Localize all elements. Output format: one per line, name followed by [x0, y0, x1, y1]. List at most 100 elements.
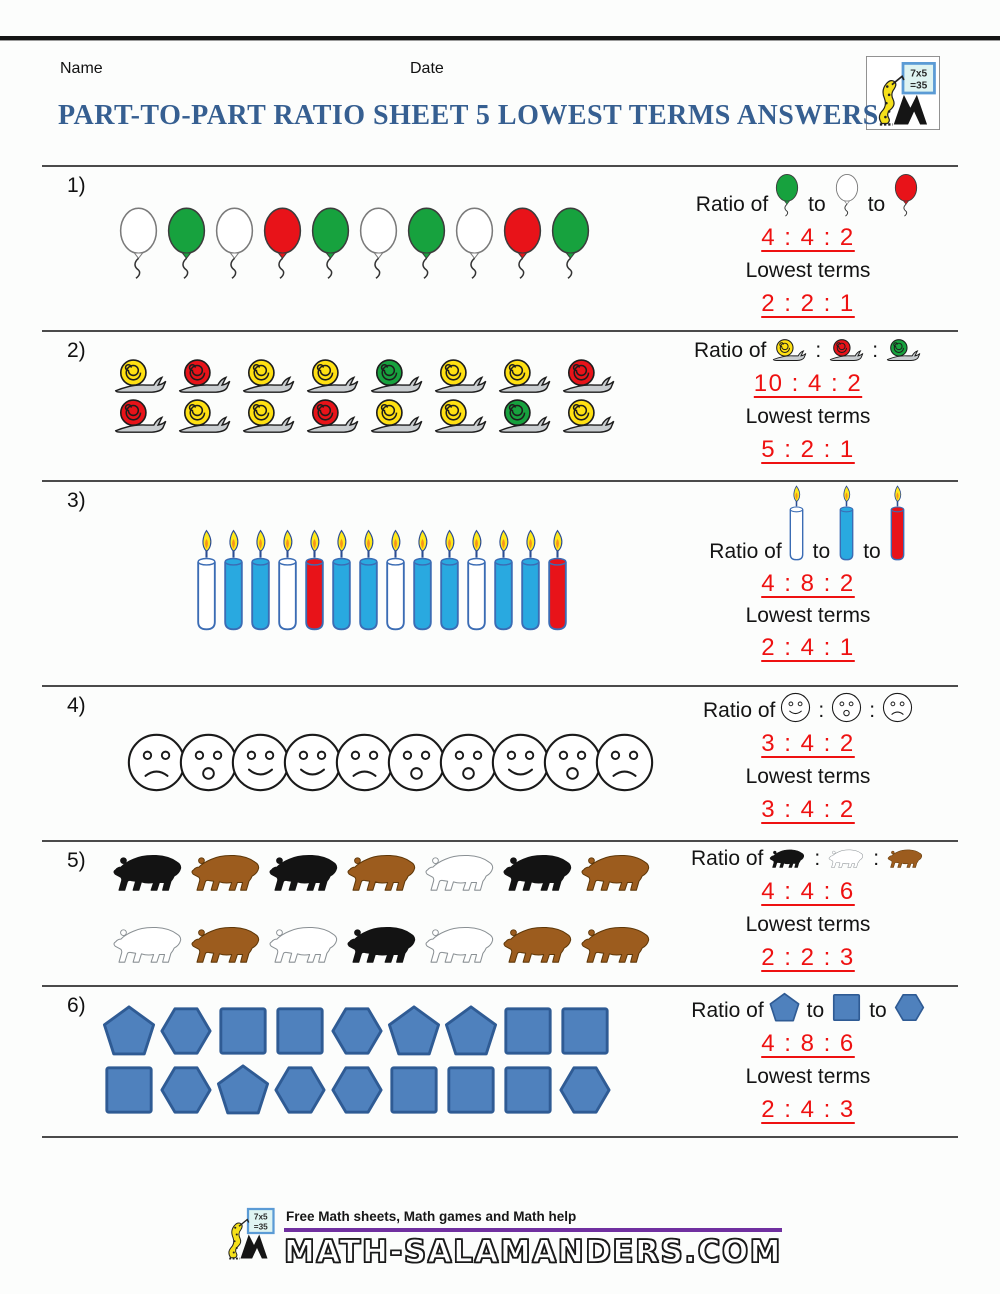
problem-item-rows [42, 332, 658, 436]
problem-items-zone: 1) [42, 167, 658, 330]
square-icon [105, 1066, 153, 1114]
problem-items-zone: 2) [42, 332, 658, 480]
problem-item-rows [42, 842, 658, 969]
candle-red-icon [890, 485, 905, 561]
ratio-separator: : [814, 847, 821, 870]
balloon-white-icon [119, 207, 158, 279]
lowest-terms-label: Lowest terms [745, 913, 871, 937]
item-row [126, 732, 658, 793]
hexagon-icon [894, 993, 924, 1022]
ratio-question-line: Ratio of : : [694, 337, 922, 363]
ratio-question-line: Ratio of to to [709, 485, 906, 564]
pentagon-icon [102, 1005, 156, 1056]
face-sad-icon [335, 733, 394, 792]
bear-brown-icon [191, 854, 260, 891]
candle-blue-icon [251, 529, 270, 631]
candle-blue-icon [839, 485, 854, 561]
face-sad-icon [595, 733, 654, 792]
ratio-answer: 3 : 4 : 2 [761, 730, 855, 757]
svg-text:7x5: 7x5 [910, 68, 927, 79]
snail-yellow-icon [114, 359, 167, 393]
problem-section: 1) Ratio of to [42, 165, 958, 330]
ratio-separator: : [815, 338, 822, 362]
snail-yellow-icon [434, 359, 487, 393]
name-label: Name [60, 60, 103, 77]
problem-section: 4) Ratio of : [42, 685, 958, 840]
date-label: Date [410, 60, 444, 77]
candle-white-icon [197, 529, 216, 631]
footer-logo: 7x5 =35 [218, 1203, 278, 1268]
item-row [110, 922, 658, 969]
ratio-of-label: Ratio of [702, 698, 776, 722]
ratio-of-label: Ratio of [709, 539, 782, 563]
bear-white-icon [425, 926, 494, 963]
candle-blue-icon [332, 529, 351, 631]
square-icon [219, 1007, 267, 1055]
snail-yellow-icon [434, 399, 487, 433]
face-sad-icon [882, 692, 913, 723]
ratio-separator: to [869, 998, 887, 1022]
balloon-green-icon [776, 173, 799, 217]
hexagon-icon [331, 1007, 383, 1055]
balloon-white-icon [455, 207, 494, 279]
face-surprised-icon [832, 692, 862, 723]
bear-black-icon [113, 854, 182, 891]
snail-green-icon [886, 339, 921, 361]
hexagon-icon [274, 1066, 326, 1114]
ratio-separator: : [869, 698, 876, 722]
ratio-answer: 10 : 4 : 2 [753, 370, 863, 397]
snail-yellow-icon [498, 359, 551, 393]
square-icon [504, 1066, 552, 1114]
problem-section: 5) Ratio of : : 4 : 4 : 6 Lowest terms 2… [42, 840, 958, 985]
hexagon-icon [331, 1066, 383, 1114]
candle-white-icon [386, 529, 405, 631]
snail-yellow-icon [242, 359, 295, 393]
lowest-terms-label: Lowest terms [745, 765, 871, 788]
problem-items-zone: 4) [42, 687, 658, 840]
ratio-question-line: Ratio of to to [696, 172, 920, 217]
lowest-terms-answer: 5 : 2 : 1 [761, 436, 855, 463]
ratio-question-line: Ratio of : : [691, 847, 925, 871]
bear-white-icon [113, 926, 182, 963]
candle-blue-icon [521, 529, 540, 631]
snail-red-icon [178, 359, 231, 393]
snail-yellow-icon [562, 399, 615, 433]
item-row [102, 1004, 658, 1058]
ratio-separator: to [867, 192, 886, 216]
bear-white-icon [425, 854, 494, 891]
snail-red-icon [114, 399, 167, 433]
footer: 7x5 =35 Free Math sheets, Math games and… [0, 1203, 1000, 1271]
candle-red-icon [305, 529, 324, 631]
balloon-green-icon [407, 207, 446, 279]
balloon-red-icon [895, 173, 918, 217]
candle-blue-icon [224, 529, 243, 631]
ratio-of-label: Ratio of [691, 998, 764, 1022]
pentagon-icon [387, 1005, 441, 1056]
candle-blue-icon [359, 529, 378, 631]
ratio-question-line: Ratio of : : [703, 692, 913, 723]
snail-yellow-icon [370, 399, 423, 433]
ratio-separator: : [873, 847, 880, 870]
lowest-terms-label: Lowest terms [745, 604, 871, 627]
ratio-of-label: Ratio of [693, 338, 767, 362]
hexagon-icon [160, 1007, 212, 1055]
square-icon [447, 1066, 495, 1114]
ratio-answer: 4 : 4 : 6 [761, 878, 855, 906]
lowest-terms-answer: 2 : 2 : 1 [761, 290, 855, 317]
snail-green-icon [498, 399, 551, 433]
face-surprised-icon [543, 733, 602, 792]
ratio-separator: to [863, 539, 881, 563]
bear-brown-icon [581, 926, 650, 963]
snail-red-icon [306, 399, 359, 433]
problem-number: 3) [67, 489, 86, 512]
problem-items-zone: 5) [42, 842, 658, 985]
problem-answers: Ratio of to to 4 : 8 : 6 Lowest terms 2 : … [658, 987, 958, 1136]
bear-white-icon [269, 926, 338, 963]
balloon-green-icon [167, 207, 206, 279]
balloon-white-icon [359, 207, 398, 279]
ratio-answer: 4 : 4 : 2 [761, 224, 855, 251]
item-row [112, 396, 658, 436]
problem-number: 2) [67, 339, 86, 362]
candle-red-icon [548, 529, 567, 631]
